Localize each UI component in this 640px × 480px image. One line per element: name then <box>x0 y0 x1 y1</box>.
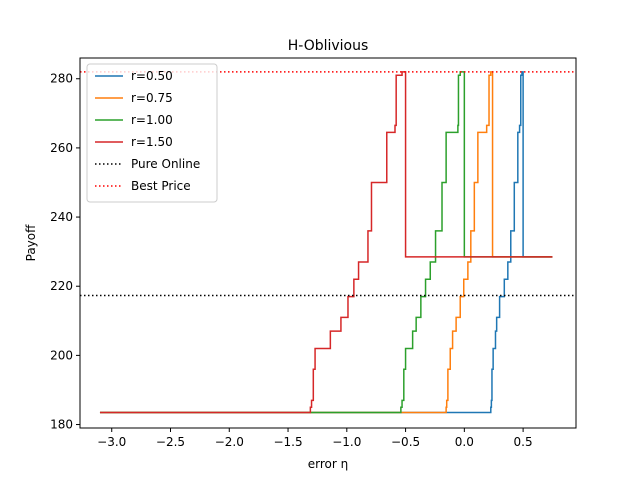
series-line-r-1-50 <box>99 71 553 414</box>
legend-label: Best Price <box>131 179 191 193</box>
series-layer <box>80 71 576 414</box>
series-line-r-1-00 <box>99 71 553 414</box>
x-axis-title: error η <box>308 457 348 471</box>
y-axis-title: Payoff <box>24 224 38 261</box>
legend-label: Pure Online <box>131 157 200 171</box>
legend-label: r=0.50 <box>131 69 173 83</box>
legend-label: r=1.50 <box>131 135 173 149</box>
x-tick-label: −1.5 <box>273 435 302 449</box>
y-tick-label: 280 <box>50 72 73 86</box>
plot-frame <box>79 57 577 429</box>
y-tick-label: 200 <box>50 348 73 362</box>
x-axis: −3.0 −2.5 −2.0 −1.5 −1.0 −0.5 0.0 0.5 <box>97 428 533 449</box>
x-tick-label: −3.0 <box>97 435 126 449</box>
series-line-r-0-75 <box>99 71 553 414</box>
x-tick-label: −2.5 <box>156 435 185 449</box>
legend-label: r=0.75 <box>131 91 173 105</box>
x-tick-label: 0.0 <box>455 435 474 449</box>
y-tick-label: 240 <box>50 210 73 224</box>
x-tick-label: −0.5 <box>391 435 420 449</box>
y-axis: 180 200 220 240 260 280 <box>50 72 80 432</box>
y-tick-label: 260 <box>50 141 73 155</box>
legend: r=0.50 r=0.75 r=1.00 r=1.50 Pure Online Best … <box>86 63 218 203</box>
chart-title: H-Oblivious <box>288 38 369 54</box>
series-line-r-0-50 <box>99 71 553 414</box>
y-tick-label: 220 <box>50 279 73 293</box>
x-tick-label: 0.5 <box>514 435 533 449</box>
x-tick-label: −2.0 <box>215 435 244 449</box>
x-tick-label: −1.0 <box>332 435 361 449</box>
legend-label: r=1.00 <box>131 113 173 127</box>
y-tick-label: 180 <box>50 418 73 432</box>
